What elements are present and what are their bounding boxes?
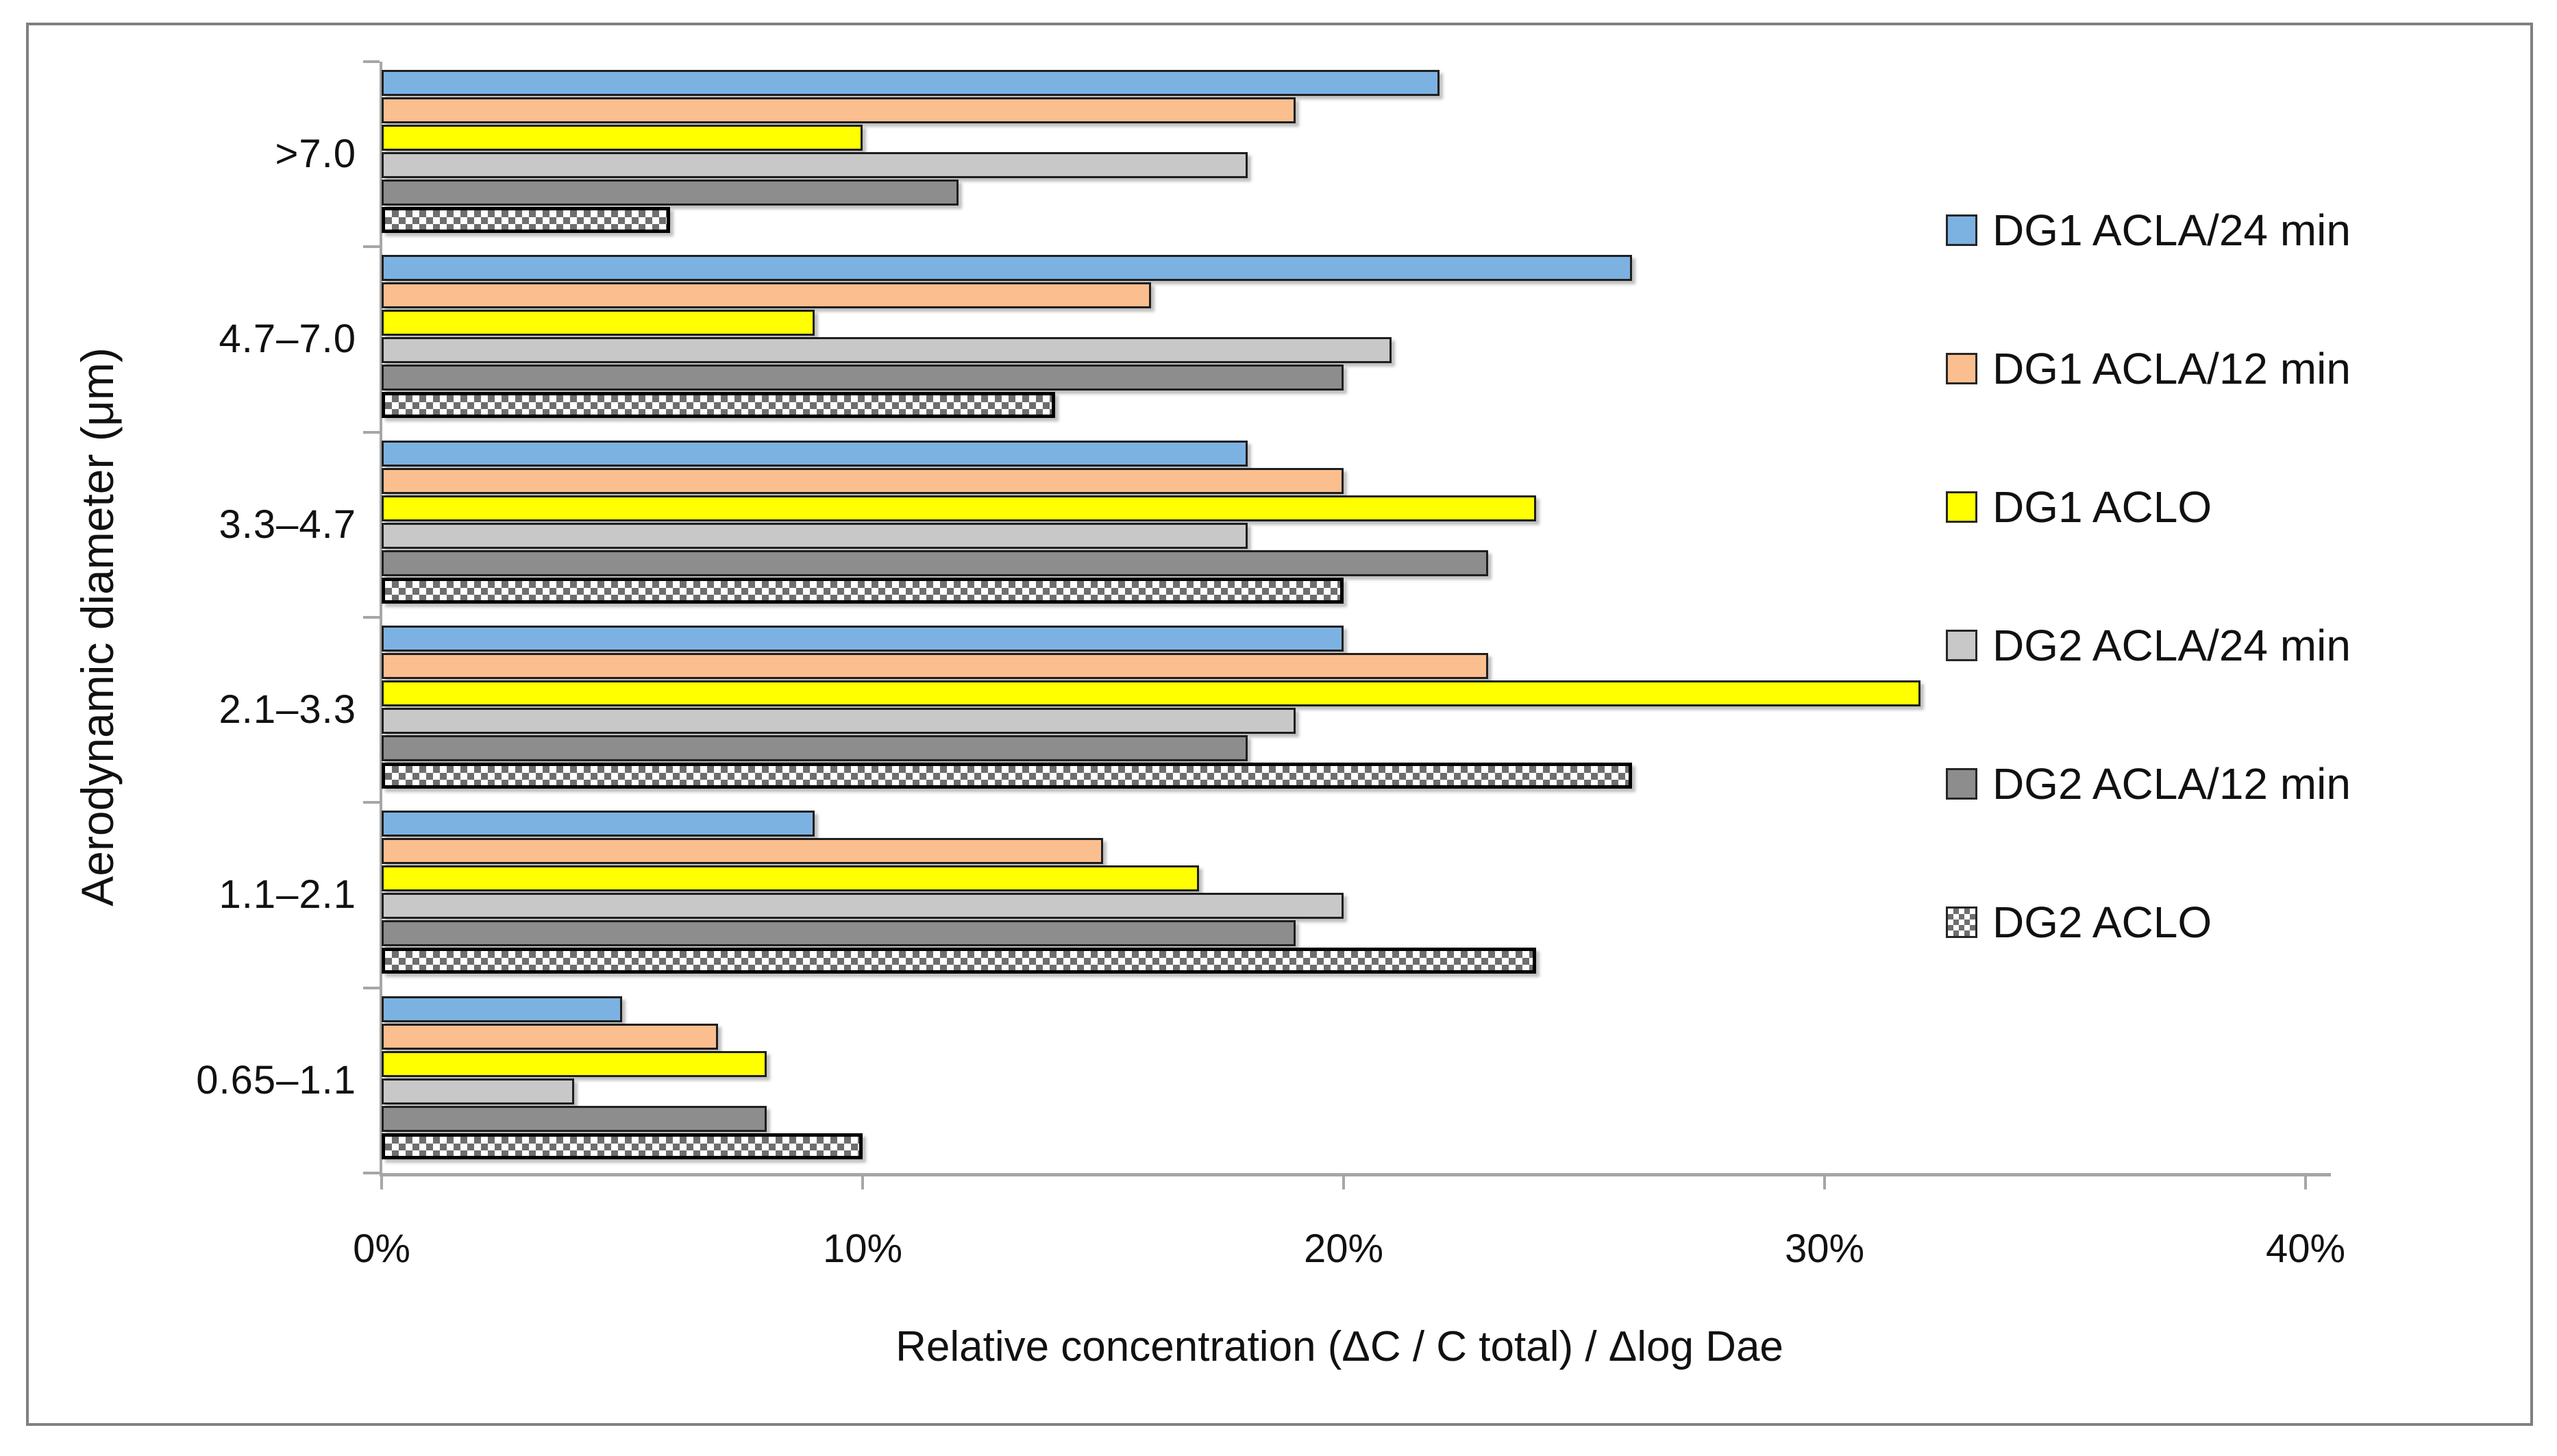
bar xyxy=(382,735,1248,761)
bar xyxy=(382,811,815,837)
y-axis-tick xyxy=(363,1171,380,1174)
bar xyxy=(382,97,1296,123)
bar xyxy=(382,865,1199,892)
bar xyxy=(382,152,1248,178)
legend-swatch xyxy=(1946,768,1977,800)
x-axis-tick-label: 40% xyxy=(2265,1226,2346,1271)
x-axis-tick-label: 10% xyxy=(822,1226,903,1271)
bar xyxy=(382,707,1296,734)
y-axis-tick xyxy=(363,60,380,63)
bar xyxy=(382,893,1344,920)
bar xyxy=(382,467,1344,494)
bar xyxy=(382,652,1488,679)
legend-item: DG1 ACLO xyxy=(1946,485,2212,529)
bar xyxy=(382,125,863,151)
x-axis-tick-label: 0% xyxy=(353,1226,410,1271)
bar xyxy=(382,1023,718,1050)
bar xyxy=(382,948,1536,974)
legend-swatch xyxy=(1946,214,1977,246)
category-label: 4.7–7.0 xyxy=(219,317,356,362)
bar xyxy=(382,495,1536,521)
bar xyxy=(382,680,1920,706)
bar xyxy=(382,550,1488,576)
bar xyxy=(382,392,1055,419)
x-axis-title: Relative concentration (ΔC / C total) / … xyxy=(895,1323,1783,1370)
legend-item: DG2 ACLA/12 min xyxy=(1946,762,2351,806)
y-axis-title: Aerodynamic diameter (μm) xyxy=(72,347,123,906)
x-axis-tick-label: 20% xyxy=(1303,1226,1384,1271)
bar xyxy=(382,365,1344,391)
bar xyxy=(382,838,1103,865)
legend-label: DG1 ACLA/12 min xyxy=(1992,344,2351,393)
bar xyxy=(382,625,1344,652)
bar xyxy=(382,337,1392,364)
legend-label: DG2 ACLO xyxy=(1992,898,2212,947)
bar xyxy=(382,180,959,206)
legend-item: DG2 ACLA/24 min xyxy=(1946,624,2351,667)
x-axis-tick xyxy=(861,1173,864,1189)
bar xyxy=(382,522,1248,549)
bar xyxy=(382,440,1248,467)
x-axis-tick xyxy=(1823,1173,1826,1189)
bar xyxy=(382,207,670,233)
y-axis-tick xyxy=(363,801,380,804)
x-axis-tick xyxy=(1342,1173,1345,1189)
bar xyxy=(382,920,1296,947)
category-label: 3.3–4.7 xyxy=(219,502,356,547)
bar xyxy=(382,1050,767,1077)
legend-label: DG1 ACLO xyxy=(1992,482,2212,532)
x-axis-tick-label: 30% xyxy=(1784,1226,1865,1271)
legend-swatch xyxy=(1946,353,1977,384)
bar xyxy=(382,1078,574,1105)
legend-item: DG1 ACLA/24 min xyxy=(1946,208,2351,252)
category-label: 0.65–1.1 xyxy=(196,1057,356,1102)
x-axis-tick xyxy=(380,1173,383,1189)
bar xyxy=(382,310,815,336)
legend-label: DG1 ACLA/24 min xyxy=(1992,206,2351,255)
y-axis-tick xyxy=(363,615,380,619)
bar xyxy=(382,1105,767,1132)
y-axis-tick xyxy=(363,245,380,249)
legend-item: DG1 ACLA/12 min xyxy=(1946,347,2351,391)
category-label: 2.1–3.3 xyxy=(219,687,356,732)
bar xyxy=(382,1133,863,1159)
bar xyxy=(382,282,1151,309)
bar xyxy=(382,70,1440,96)
y-axis-tick xyxy=(363,986,380,989)
bar xyxy=(382,762,1632,789)
legend-label: DG2 ACLA/24 min xyxy=(1992,621,2351,670)
bar xyxy=(382,996,622,1022)
category-label: 1.1–2.1 xyxy=(219,872,356,917)
legend-swatch xyxy=(1946,491,1977,523)
x-axis-line xyxy=(380,1173,2331,1176)
x-axis-tick xyxy=(2304,1173,2307,1189)
bar xyxy=(382,577,1344,604)
legend-swatch xyxy=(1946,630,1977,661)
bar xyxy=(382,255,1632,282)
category-label: >7.0 xyxy=(275,132,356,177)
y-axis-line xyxy=(380,62,382,1176)
legend-item: DG2 ACLO xyxy=(1946,900,2212,944)
y-axis-tick xyxy=(363,430,380,434)
legend-label: DG2 ACLA/12 min xyxy=(1992,759,2351,809)
legend-swatch xyxy=(1946,906,1977,938)
